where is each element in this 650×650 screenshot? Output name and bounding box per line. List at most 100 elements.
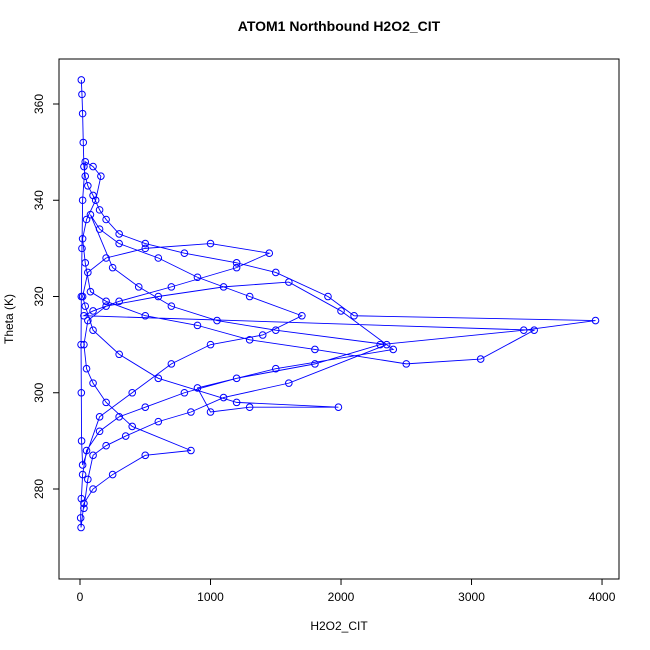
data-point	[382, 340, 391, 349]
data-point	[80, 162, 88, 171]
data-point	[141, 451, 150, 460]
data-point	[80, 340, 88, 349]
data-point	[80, 504, 88, 513]
chart-title: ATOM1 Northbound H2O2_CIT	[238, 18, 441, 34]
x-axis-label: H2O2_CIT	[310, 619, 368, 633]
data-point	[324, 292, 332, 301]
data-point	[84, 316, 92, 325]
data-point	[115, 350, 123, 359]
data-point	[519, 326, 528, 334]
y-tick-label: 300	[32, 382, 46, 402]
data-point	[167, 283, 176, 291]
data-point	[141, 239, 150, 248]
x-tick-label: 2000	[328, 590, 355, 604]
data-point	[219, 283, 228, 291]
y-tick-label: 280	[32, 479, 46, 499]
data-point	[232, 374, 241, 383]
data-point	[91, 196, 100, 205]
data-point	[187, 408, 195, 416]
data-point	[95, 206, 104, 214]
data-point	[121, 432, 130, 440]
data-point	[167, 360, 176, 368]
data-point	[81, 302, 90, 310]
data-point	[167, 302, 176, 310]
data-point	[115, 239, 123, 248]
data-point	[213, 316, 221, 325]
data-point	[337, 307, 345, 315]
data-point	[591, 316, 600, 325]
data-point	[271, 268, 280, 277]
data-point	[108, 470, 117, 479]
data-point	[311, 360, 319, 368]
y-tick-label: 320	[32, 286, 46, 306]
data-point	[78, 244, 86, 253]
data-point	[141, 244, 150, 253]
data-point	[89, 485, 97, 493]
data-point	[206, 239, 215, 248]
data-point	[102, 398, 110, 407]
data-line	[80, 79, 596, 528]
data-point	[154, 292, 163, 301]
data-point	[285, 278, 293, 286]
data-point	[89, 451, 97, 460]
data-point	[82, 446, 91, 455]
data-point	[77, 292, 86, 301]
x-tick-label: 0	[77, 590, 84, 604]
data-point	[530, 326, 538, 334]
data-point	[78, 234, 87, 243]
data-point	[77, 388, 86, 397]
data-point	[84, 182, 92, 190]
data-point	[298, 311, 306, 320]
data-point	[334, 403, 343, 411]
data-point	[77, 523, 85, 532]
data-point	[180, 249, 189, 257]
data-point	[84, 475, 92, 484]
data-point	[78, 461, 87, 469]
y-tick-label: 360	[32, 94, 46, 114]
data-point	[102, 297, 110, 306]
data-point	[76, 514, 85, 522]
data-point	[219, 393, 228, 402]
data-point	[285, 379, 293, 387]
data-point	[232, 263, 241, 272]
data-point	[134, 283, 143, 291]
data-point	[102, 302, 110, 310]
data-point	[97, 172, 105, 180]
data-point	[89, 326, 97, 334]
data-point	[245, 336, 254, 344]
data-point	[95, 427, 104, 436]
data-point	[95, 413, 104, 421]
data-point	[80, 499, 88, 508]
data-point	[193, 273, 202, 282]
data-point	[350, 311, 358, 320]
data-point	[81, 259, 90, 267]
y-axis-label: Theta (K)	[2, 294, 16, 344]
data-point	[78, 90, 86, 99]
data-point	[245, 292, 254, 301]
data-point	[115, 297, 123, 306]
data-point	[265, 249, 274, 257]
data-point	[86, 210, 95, 219]
data-point	[258, 331, 267, 339]
data-point	[86, 287, 95, 296]
data-point	[232, 259, 241, 267]
data-point	[245, 403, 254, 411]
data-point	[102, 215, 110, 224]
data-point	[206, 340, 215, 349]
data-point	[193, 321, 202, 330]
data-point	[78, 470, 87, 479]
data-point	[80, 311, 88, 320]
data-point	[180, 388, 189, 397]
data-point	[311, 345, 319, 354]
data-point	[141, 403, 150, 411]
data-point	[128, 388, 137, 397]
data-point	[89, 379, 97, 387]
x-tick-label: 4000	[589, 590, 616, 604]
data-point	[193, 384, 202, 392]
data-point	[476, 355, 485, 363]
data-point	[154, 254, 163, 262]
data-point	[102, 254, 110, 262]
data-point	[402, 360, 411, 368]
data-point	[81, 157, 90, 166]
